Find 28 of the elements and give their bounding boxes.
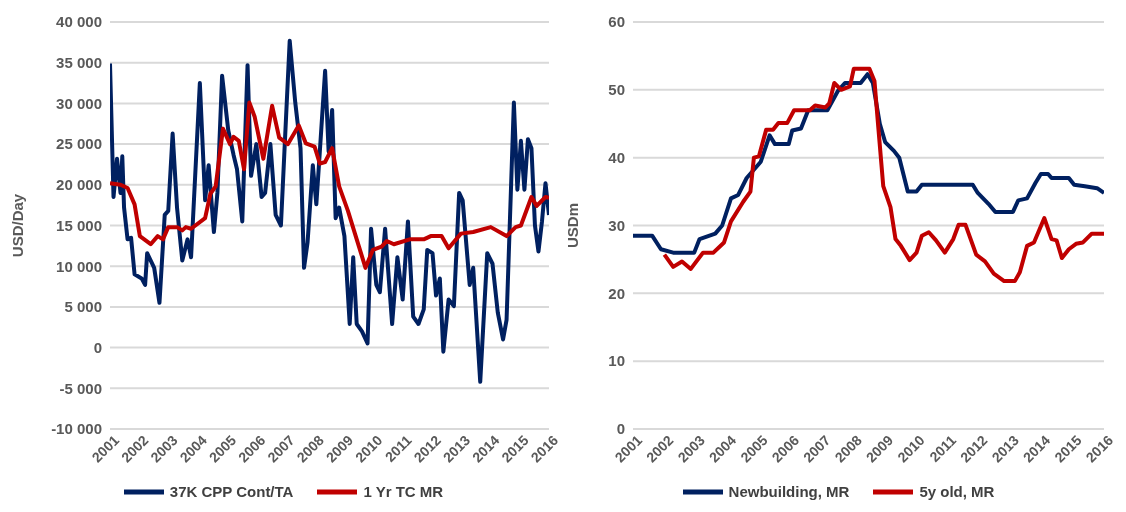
y-tick-label: -5 000 <box>59 379 102 397</box>
legend-label: Newbuilding, MR <box>728 483 850 500</box>
y-tick-label: 25 000 <box>56 135 102 153</box>
y-tick-label: 60 <box>608 13 625 31</box>
y-tick-label: 30 <box>608 216 625 234</box>
line-series <box>662 66 1104 284</box>
y-axis-title: USD/Day <box>9 193 27 258</box>
line-series <box>110 100 549 270</box>
legend-label: 1 Yr TC MR <box>363 483 444 500</box>
y-tick-label: 10 000 <box>56 257 102 275</box>
line-series <box>633 72 1104 255</box>
y-tick-label: 35 000 <box>56 54 102 72</box>
y-tick-label: 15 000 <box>56 216 102 234</box>
y-tick-label: 20 000 <box>56 176 102 194</box>
y-tick-label: -10 000 <box>51 420 102 438</box>
y-tick-label: 40 000 <box>56 13 102 31</box>
y-tick-label: 50 <box>608 81 625 99</box>
y-tick-label: 5 000 <box>64 298 102 316</box>
y-tick-label: 0 <box>93 338 102 356</box>
y-axis-title: USDm <box>564 202 582 249</box>
line-series <box>110 38 549 384</box>
legend-label: 37K CPP Cont/TA <box>169 483 294 500</box>
y-tick-label: 10 <box>608 352 625 370</box>
y-tick-label: 40 <box>608 148 625 166</box>
legend-label: 5y old, MR <box>919 483 995 500</box>
y-tick-label: 0 <box>616 420 625 438</box>
y-tick-label: 30 000 <box>56 94 102 112</box>
y-tick-label: 20 <box>608 284 625 302</box>
